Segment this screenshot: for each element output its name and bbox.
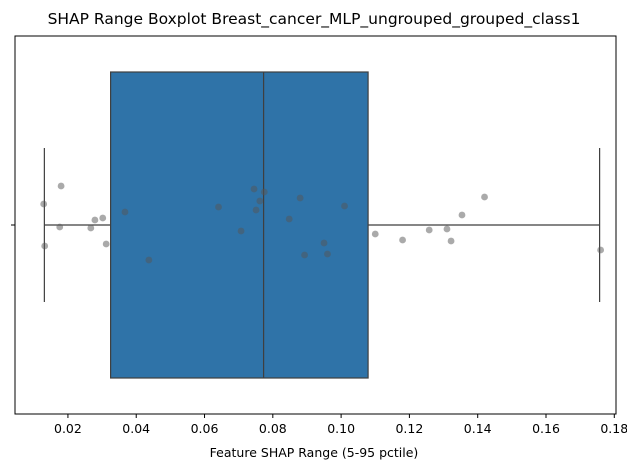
data-point <box>399 236 406 244</box>
x-tick-label: 0.12 <box>395 421 423 436</box>
data-point <box>296 194 304 202</box>
data-point <box>371 230 379 238</box>
data-point <box>56 223 64 231</box>
data-point <box>443 225 451 233</box>
data-point <box>481 193 488 201</box>
data-point <box>40 200 48 208</box>
x-axis-ticks: 0.02 0.04 0.06 0.08 0.10 0.12 0.14 0.16 0.18 <box>54 414 627 436</box>
data-point <box>99 214 107 222</box>
data-point <box>458 211 466 219</box>
iqr-box <box>110 71 369 379</box>
plot-area <box>14 35 617 415</box>
data-point <box>41 242 49 250</box>
data-point <box>252 206 260 214</box>
points-layer <box>40 182 605 264</box>
data-point <box>285 215 293 223</box>
x-tick-label: 0.08 <box>259 421 287 436</box>
data-point <box>260 188 268 196</box>
data-point <box>324 250 331 258</box>
box-layer <box>43 71 601 379</box>
data-point <box>57 182 65 190</box>
x-tick-label: 0.14 <box>464 421 492 436</box>
data-point <box>320 239 328 247</box>
x-tick-label: 0.02 <box>54 421 82 436</box>
x-axis-label: Feature SHAP Range (5-95 pctile) <box>210 445 419 460</box>
data-point <box>597 246 605 254</box>
data-point <box>91 216 99 224</box>
data-point <box>256 197 264 205</box>
data-point <box>250 185 258 193</box>
x-tick-label: 0.04 <box>122 421 150 436</box>
x-tick-label: 0.18 <box>600 421 627 436</box>
data-point <box>121 208 129 216</box>
x-tick-label: 0.16 <box>532 421 560 436</box>
data-point <box>301 251 308 259</box>
x-tick-label: 0.06 <box>191 421 219 436</box>
data-point <box>87 224 95 232</box>
data-point <box>145 256 153 264</box>
x-tick-label: 0.10 <box>327 421 355 436</box>
data-point <box>102 240 110 248</box>
data-point <box>215 203 222 211</box>
data-point <box>425 226 433 234</box>
data-point <box>341 202 348 210</box>
data-point <box>237 227 245 235</box>
data-point <box>447 237 455 245</box>
chart-title: SHAP Range Boxplot Breast_cancer_MLP_ung… <box>48 10 581 29</box>
